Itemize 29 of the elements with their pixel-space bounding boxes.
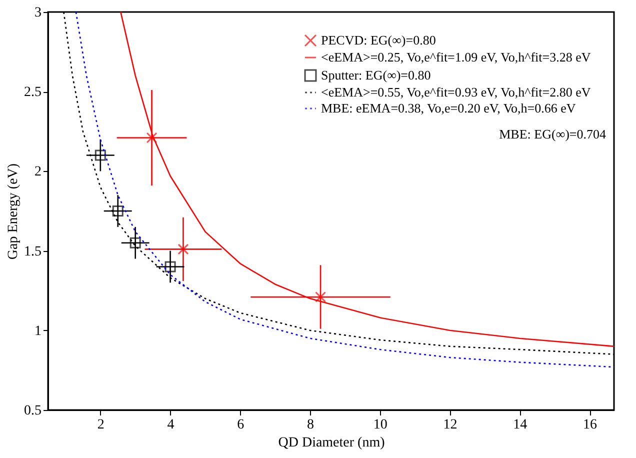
point xyxy=(178,244,189,255)
y-tick-label: 0.5 xyxy=(24,404,42,418)
legend-label: <eEMA>=0.55, Vo,e^fit=0.93 eV, Vo,h^fit=2.80 eV xyxy=(321,84,592,100)
y-tick-label: 1.5 xyxy=(24,244,42,260)
x-tick-label: 14 xyxy=(513,418,528,432)
x-tick-label: 12 xyxy=(443,418,458,432)
x-tick-label: 6 xyxy=(237,418,244,432)
y-tick-label: 3 xyxy=(34,6,42,20)
y-tick-label: 2 xyxy=(34,164,42,180)
legend-label: MBE: eEMA=0.38, Vo,e=0.20 eV, Vo,h=0.66 eV xyxy=(321,100,576,116)
x-axis-title: QD Diameter (nm) xyxy=(278,436,386,450)
point xyxy=(146,132,158,144)
point xyxy=(130,237,141,248)
y-tick-label: 1 xyxy=(34,324,42,339)
point xyxy=(315,291,326,302)
legend-label: <eEMA>=0.25, Vo,e^fit=1.09 eV, Vo,h^fit=3.28 eV xyxy=(321,50,592,64)
x-tick-label: 10 xyxy=(373,418,388,432)
annotation: MBE: EG(∞)=0.704 xyxy=(499,126,606,142)
legend-label: PECVD: EG(∞)=0.80 xyxy=(321,32,436,48)
x-tick-label: 4 xyxy=(167,418,174,432)
x-tick-label: 8 xyxy=(307,418,314,432)
point xyxy=(112,206,124,216)
point xyxy=(94,150,106,161)
point xyxy=(164,261,176,272)
legend-label: Sputter: EG(∞)=0.80 xyxy=(321,68,431,82)
y-axis-title: Gap Energy (eV) xyxy=(6,163,21,260)
x-tick-label: 16 xyxy=(583,418,598,432)
x-tick-label: 2 xyxy=(97,418,104,432)
y-tick-label: 2.5 xyxy=(24,85,42,100)
